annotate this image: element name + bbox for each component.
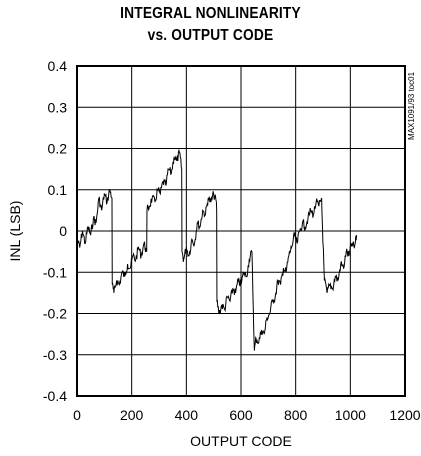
x-tick-label: 1200 (389, 407, 420, 423)
y-tick-label: -0.3 (43, 347, 67, 363)
x-tick-labels: 0 200 400 600 800 1000 1200 (73, 407, 421, 423)
figure-id-label: MAX1091/93 toc01 (407, 71, 416, 140)
series-group (76, 148, 358, 351)
x-tick-label: 400 (175, 407, 199, 423)
y-tick-label: 0.1 (48, 182, 68, 198)
x-tick-label: 600 (229, 407, 253, 423)
grid (77, 66, 405, 396)
y-tick-label: 0 (59, 223, 67, 239)
y-axis-label: INL (LSB) (7, 201, 23, 262)
y-tick-label: -0.2 (43, 306, 67, 322)
x-tick-label: 0 (73, 407, 81, 423)
chart-title-line-2: vs. OUTPUT CODE (147, 27, 274, 44)
y-tick-labels: 0.4 0.3 0.2 0.1 0 -0.1 -0.2 -0.3 -0.4 (43, 58, 67, 404)
x-tick-label: 200 (120, 407, 144, 423)
plot-frame (76, 65, 406, 397)
x-axis-label: OUTPUT CODE (190, 433, 292, 449)
series-line (76, 148, 358, 351)
y-tick-label: -0.1 (43, 264, 67, 280)
y-tick-label: 0.3 (48, 99, 68, 115)
y-tick-label: -0.4 (43, 388, 67, 404)
y-tick-label: 0.4 (48, 58, 68, 74)
chart-title-line-1: INTEGRAL NONLINEARITY (120, 5, 301, 22)
y-tick-label: 0.2 (48, 141, 68, 157)
x-tick-label: 1000 (335, 407, 366, 423)
x-tick-label: 800 (284, 407, 308, 423)
